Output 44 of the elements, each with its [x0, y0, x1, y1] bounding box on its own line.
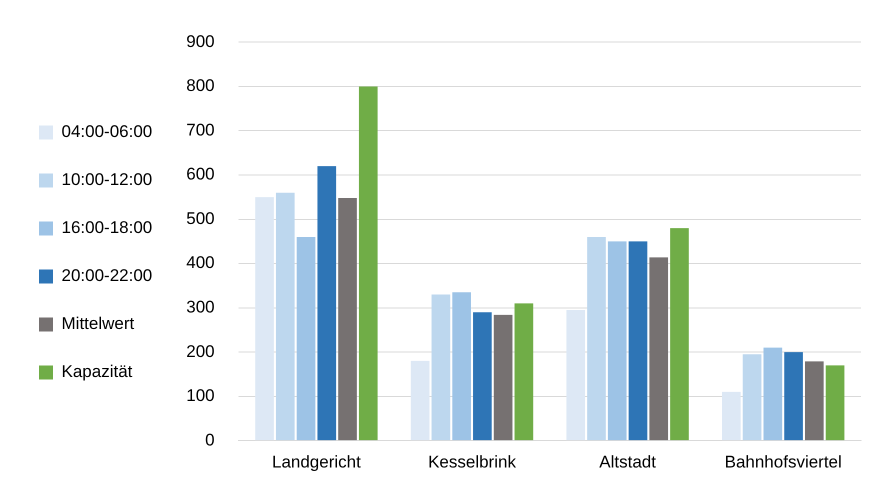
bar	[317, 166, 336, 440]
bar	[255, 197, 274, 440]
x-tick-label: Bahnhofsviertel	[724, 452, 842, 472]
bar	[826, 365, 844, 440]
y-tick-label: 400	[186, 253, 215, 272]
bar	[338, 198, 357, 440]
bar	[452, 292, 471, 440]
y-tick-label: 900	[186, 32, 215, 51]
bar	[514, 303, 534, 440]
legend-label: Kapazität	[62, 362, 133, 382]
bar	[722, 392, 741, 440]
bar	[296, 236, 316, 440]
legend-label: Mittelwert	[62, 314, 135, 334]
bar	[784, 352, 803, 440]
bar	[276, 192, 295, 440]
y-tick-label: 200	[186, 342, 215, 361]
x-tick-label: Kesselbrink	[428, 452, 516, 472]
y-tick-label: 600	[186, 164, 215, 184]
bar	[358, 86, 378, 440]
bar	[628, 241, 648, 440]
bar	[410, 360, 430, 440]
x-tick-label: Altstadt	[599, 452, 656, 472]
bar	[608, 241, 627, 440]
y-tick-label: 800	[186, 76, 215, 96]
bar	[763, 348, 782, 440]
y-tick-label: 300	[186, 297, 215, 316]
bar	[587, 236, 606, 440]
y-tick-label: 0	[205, 430, 215, 450]
legend-label: 04:00-06:00	[62, 122, 152, 142]
y-tick-label: 100	[186, 386, 215, 406]
legend-label: 16:00-18:00	[62, 218, 152, 238]
bar	[742, 354, 762, 440]
legend-label: 10:00-12:00	[62, 170, 152, 190]
bar	[432, 294, 450, 440]
x-tick-label: Landgericht	[272, 452, 362, 472]
legend-label: 20:00-22:00	[62, 266, 152, 286]
bar	[649, 257, 668, 440]
bar	[566, 310, 586, 440]
bar	[670, 228, 689, 440]
bar	[473, 312, 492, 440]
bar	[804, 361, 824, 440]
y-tick-label: 700	[186, 120, 215, 140]
bar	[494, 314, 512, 440]
y-tick-label: 500	[186, 208, 215, 228]
